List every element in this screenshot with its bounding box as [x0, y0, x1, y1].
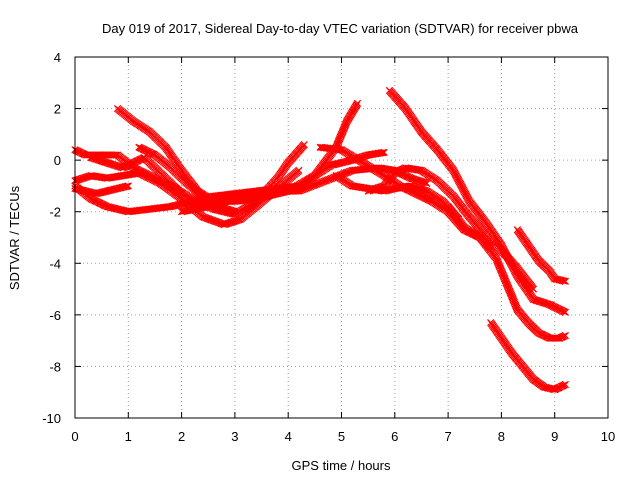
ticks: 0 1 2 3 4 5 6 7 8 9 10 -10 -8 -6 -4 -2 0 2 4: [42, 50, 615, 444]
x-tick-label: 4: [285, 429, 292, 444]
x-tick-label: 0: [71, 429, 78, 444]
y-tick-label: -2: [49, 205, 61, 220]
series-arc-13: [385, 86, 570, 316]
x-tick-label: 10: [601, 429, 615, 444]
series-arc-12: [364, 164, 538, 293]
series-arc-14: [444, 202, 570, 342]
series-points: [364, 164, 538, 293]
x-tick-label: 1: [125, 429, 132, 444]
series-arc-5: [87, 153, 186, 198]
y-tick-label: -10: [42, 411, 61, 426]
x-tick-label: 6: [391, 429, 398, 444]
y-tick-label: -6: [49, 308, 61, 323]
x-tick-label: 7: [444, 429, 451, 444]
x-tick-label: 8: [498, 429, 505, 444]
x-axis-label: GPS time / hours: [292, 458, 391, 473]
x-tick-label: 2: [178, 429, 185, 444]
series-points: [87, 153, 186, 198]
x-tick-label: 9: [551, 429, 558, 444]
series-arc-16: [513, 226, 570, 285]
series-arc-15: [487, 318, 570, 394]
y-tick-label: 2: [54, 102, 61, 117]
y-axis-label: SDTVAR / TECUs: [7, 185, 22, 290]
data-layer: [71, 86, 570, 394]
y-tick-label: 4: [54, 50, 61, 65]
series-points: [444, 202, 570, 342]
series-points: [385, 86, 570, 316]
y-tick-label: 0: [54, 153, 61, 168]
chart-title: Day 019 of 2017, Sidereal Day-to-day VTE…: [102, 21, 579, 36]
series-points: [513, 226, 570, 285]
grid: [75, 57, 608, 418]
x-tick-label: 5: [338, 429, 345, 444]
x-tick-label: 3: [231, 429, 238, 444]
series-points: [487, 318, 570, 394]
y-tick-label: -8: [49, 359, 61, 374]
y-tick-label: -4: [49, 256, 61, 271]
